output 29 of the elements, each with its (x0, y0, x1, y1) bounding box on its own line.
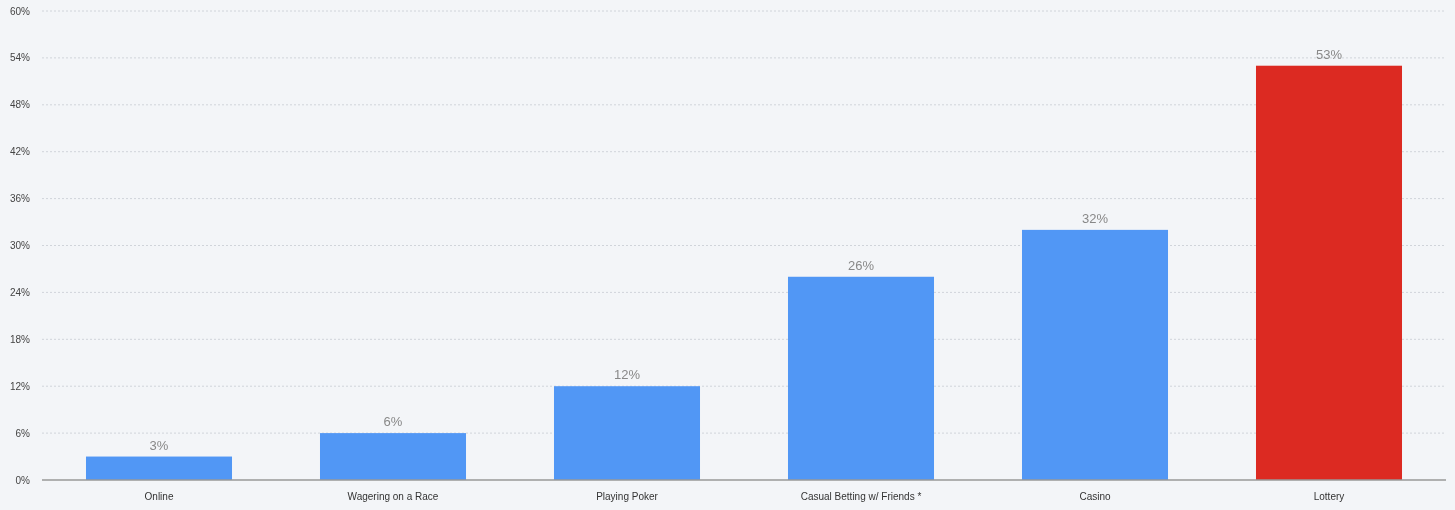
y-tick-label: 48% (9, 99, 31, 111)
y-tick-label: 30% (9, 240, 31, 251)
data-label: 32% (1081, 210, 1109, 226)
x-tick-label: Online (144, 491, 174, 502)
data-label: 53% (1315, 46, 1343, 62)
data-label: 26% (847, 257, 875, 273)
bar (85, 456, 233, 480)
bar (787, 276, 935, 480)
y-tick-label: 36% (9, 193, 31, 205)
y-tick-label: 24% (9, 286, 31, 298)
data-label: 12% (613, 367, 641, 383)
x-tick-label: Casual Betting w/ Friends * (800, 491, 922, 502)
y-tick-label: 12% (9, 380, 31, 392)
bar (1021, 229, 1169, 480)
bar (1255, 65, 1403, 480)
data-label: 3% (149, 437, 169, 453)
x-tick-label: Lottery (1313, 491, 1345, 502)
x-tick-label: Casino (1079, 491, 1111, 502)
y-tick-label: 42% (9, 146, 31, 158)
data-label: 6% (383, 414, 403, 430)
y-tick-label: 18% (9, 333, 31, 345)
y-tick-label: 6% (15, 427, 31, 439)
y-tick-label: 54% (9, 52, 31, 64)
y-tick-label: 60% (9, 5, 31, 17)
y-tick-label: 0% (15, 474, 31, 486)
bar (553, 386, 701, 480)
bar (319, 433, 467, 480)
x-tick-label: Wagering on a Race (347, 491, 439, 502)
x-tick-label: Playing Poker (596, 491, 659, 502)
